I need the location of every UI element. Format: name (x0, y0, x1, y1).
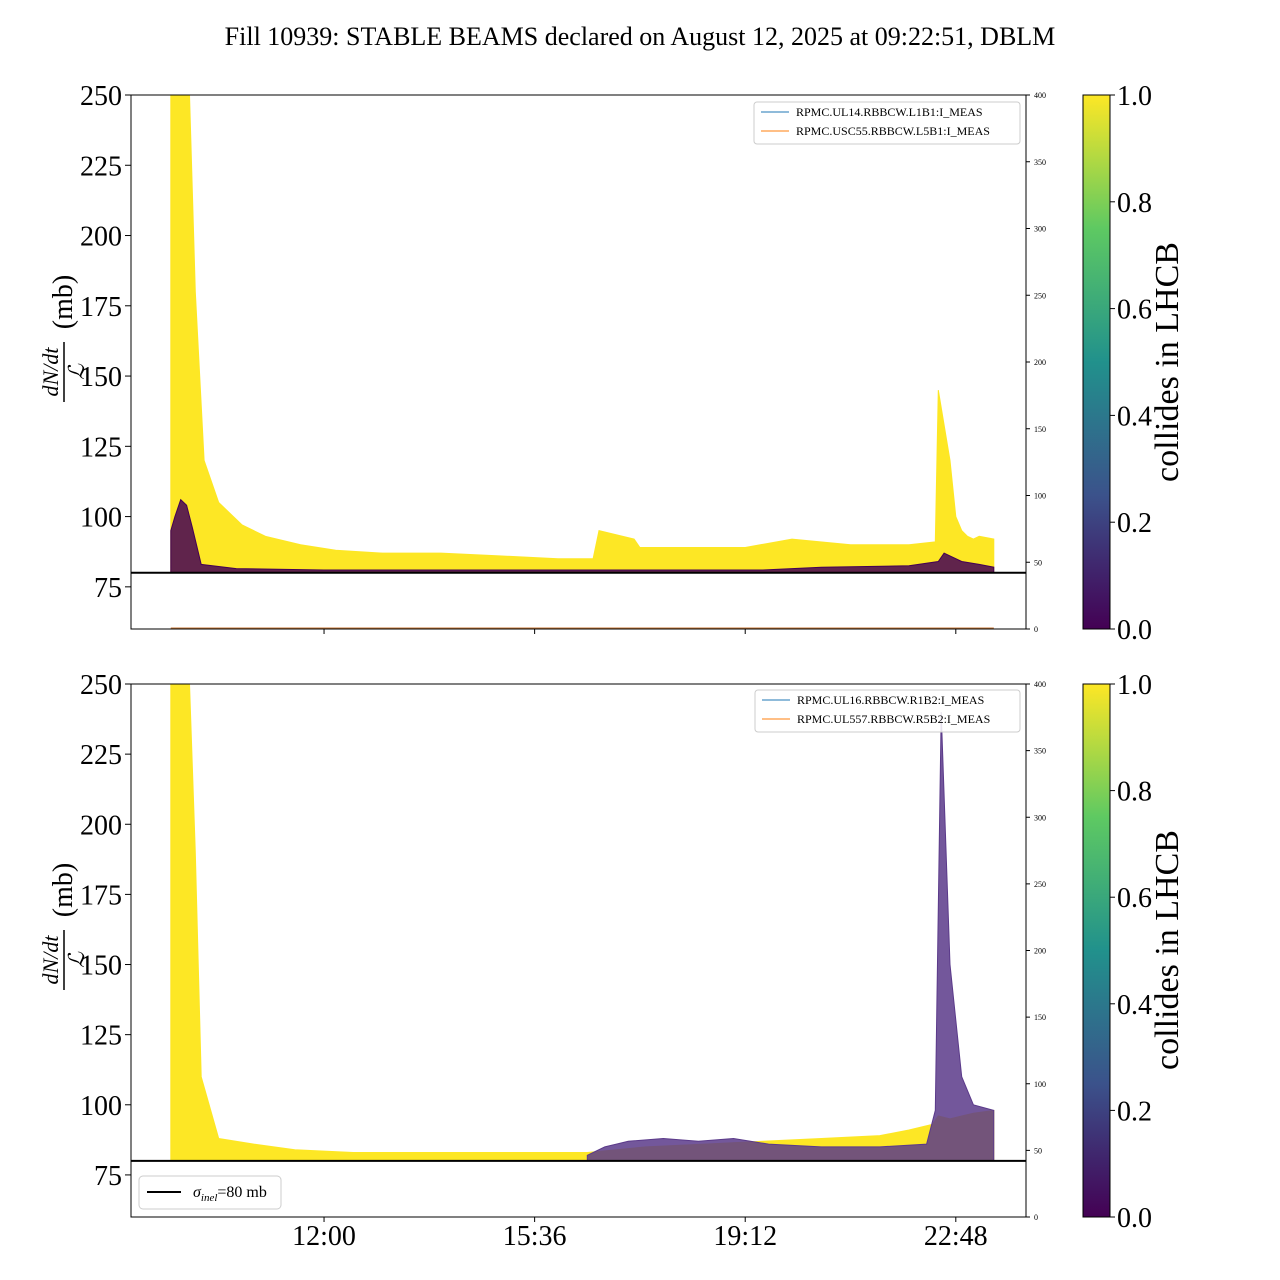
bot-y2tick-label: 50 (1034, 1146, 1042, 1155)
top-series-1 (170, 95, 995, 574)
top-y-axis-label: dN/dt ℒ (mb) (38, 275, 89, 402)
top-series-group (170, 95, 995, 574)
bot-ytick-label: 200 (80, 810, 122, 841)
bot-ytick-label: 175 (80, 880, 122, 911)
top-y2tick-label: 250 (1034, 291, 1046, 300)
top-colorbar-tick-label: 0.4 (1117, 401, 1152, 432)
bottom-legend-label-2: RPMC.UL557.RBBCW.R5B2:I_MEAS (797, 712, 990, 726)
top-ylabel-denominator: ℒ (64, 363, 89, 380)
bot-y2tick-label: 150 (1034, 1013, 1046, 1022)
figure-title: Fill 10939: STABLE BEAMS declared on Aug… (225, 22, 1056, 51)
bottom-x-ticks: 12:00 15:36 19:12 22:48 (292, 1217, 988, 1252)
top-y2tick-label: 350 (1034, 158, 1046, 167)
top-ytick-label: 100 (80, 503, 122, 534)
bot-colorbar-tick-label: 0.4 (1117, 990, 1152, 1021)
bottom-y-ticks: 75 100 125 150 175 200 225 250 (80, 670, 131, 1192)
bot-colorbar-tick-label: 0.6 (1117, 883, 1152, 914)
bottom-plot-area (131, 684, 1026, 1162)
bottom-secondary-y-ticks: 0 50 100 150 200 250 300 350 400 (1026, 680, 1046, 1222)
top-y2tick-label: 100 (1034, 492, 1046, 501)
bot-series-2 (586, 712, 995, 1162)
top-ytick-label: 75 (94, 573, 122, 604)
bot-y2tick-label: 250 (1034, 880, 1046, 889)
top-y2tick-label: 0 (1034, 625, 1038, 634)
bot-ytick-label: 150 (80, 951, 122, 982)
bottom-colorbar: 0.0 0.2 0.4 0.6 0.8 1.0 collides in LHCB (1082, 670, 1186, 1234)
bot-xtick-label: 22:48 (924, 1221, 988, 1252)
bot-ytick-label: 125 (80, 1021, 122, 1052)
top-ytick-label: 250 (80, 81, 122, 112)
bot-y2tick-label: 400 (1034, 680, 1046, 689)
top-y-ticks: 75 100 125 150 175 200 225 250 (80, 81, 131, 604)
top-colorbar-tick-label: 1.0 (1117, 81, 1152, 112)
bottom-y-axis-label: dN/dt ℒ (mb) (38, 863, 89, 990)
bot-colorbar-tick-label: 1.0 (1117, 670, 1152, 701)
bottom-legend: RPMC.UL16.RBBCW.R1B2:I_MEAS RPMC.UL557.R… (754, 689, 1021, 733)
bottom-panel: 75 100 125 150 175 200 225 250 0 50 100 150 200 250 3… (38, 670, 1046, 1252)
top-legend: RPMC.UL14.RBBCW.L1B1:I_MEAS RPMC.USC55.R… (753, 101, 1021, 145)
bot-ytick-label: 250 (80, 670, 122, 701)
top-ytick-label: 175 (80, 292, 122, 323)
top-colorbar-label: collides in LHCB (1149, 242, 1186, 482)
bot-y2tick-label: 350 (1034, 747, 1046, 756)
top-ytick-label: 200 (80, 222, 122, 253)
top-colorbar: 0.0 0.2 0.4 0.6 0.8 1.0 collides in LHCB (1082, 81, 1186, 646)
top-colorbar-tick-label: 0.0 (1117, 615, 1152, 646)
top-y2tick-label: 150 (1034, 425, 1046, 434)
bot-ytick-label: 225 (80, 740, 122, 771)
top-y2tick-label: 200 (1034, 358, 1046, 367)
bottom-ylabel-numerator: dN/dt (38, 935, 63, 985)
top-x-ticks (323, 629, 957, 634)
top-y2tick-label: 300 (1034, 225, 1046, 234)
top-ylabel-numerator: dN/dt (38, 347, 63, 397)
top-ytick-label: 125 (80, 432, 122, 463)
bot-series-1 (170, 684, 995, 1162)
bot-ytick-label: 100 (80, 1091, 122, 1122)
bottom-colorbar-label: collides in LHCB (1149, 830, 1186, 1070)
top-y2tick-label: 50 (1034, 558, 1042, 567)
bottom-ylabel-unit: (mb) (48, 863, 79, 917)
top-colorbar-tick-label: 0.8 (1117, 188, 1152, 219)
top-colorbar-tick-label: 0.6 (1117, 295, 1152, 326)
sigma-inel-legend: σinel=80 mb (138, 1175, 282, 1210)
bot-y2tick-label: 100 (1034, 1080, 1046, 1089)
bottom-series-group (170, 684, 995, 1162)
bot-xtick-label: 15:36 (503, 1221, 567, 1252)
bot-colorbar-tick-label: 0.0 (1117, 1203, 1152, 1234)
bottom-legend-label-1: RPMC.UL16.RBBCW.R1B2:I_MEAS (797, 693, 984, 707)
bot-colorbar-tick-label: 0.2 (1117, 1096, 1152, 1127)
top-y2tick-label: 400 (1034, 91, 1046, 100)
bottom-ylabel-denominator: ℒ (64, 951, 89, 968)
top-plot-area (131, 95, 1026, 629)
top-legend-label-2: RPMC.USC55.RBBCW.L5B1:I_MEAS (796, 124, 990, 138)
top-ytick-label: 225 (80, 151, 122, 182)
bot-y2tick-label: 200 (1034, 947, 1046, 956)
top-secondary-y-ticks: 0 50 100 150 200 250 300 350 400 (1026, 91, 1046, 634)
bot-colorbar-tick-label: 0.8 (1117, 777, 1152, 808)
bot-xtick-label: 19:12 (713, 1221, 777, 1252)
bot-y2tick-label: 0 (1034, 1213, 1038, 1222)
sigma-inel-legend-label: σinel=80 mb (193, 1184, 267, 1204)
bot-y2tick-label: 300 (1034, 813, 1046, 822)
top-ytick-label: 150 (80, 362, 122, 393)
top-legend-label-1: RPMC.UL14.RBBCW.L1B1:I_MEAS (796, 105, 983, 119)
top-colorbar-tick-label: 0.2 (1117, 508, 1152, 539)
top-panel: 75 100 125 150 175 200 225 250 0 50 100 150 200 250 3… (38, 81, 1046, 634)
bot-xtick-label: 12:00 (292, 1221, 356, 1252)
bot-ytick-label: 75 (94, 1161, 122, 1192)
top-ylabel-unit: (mb) (48, 275, 79, 329)
